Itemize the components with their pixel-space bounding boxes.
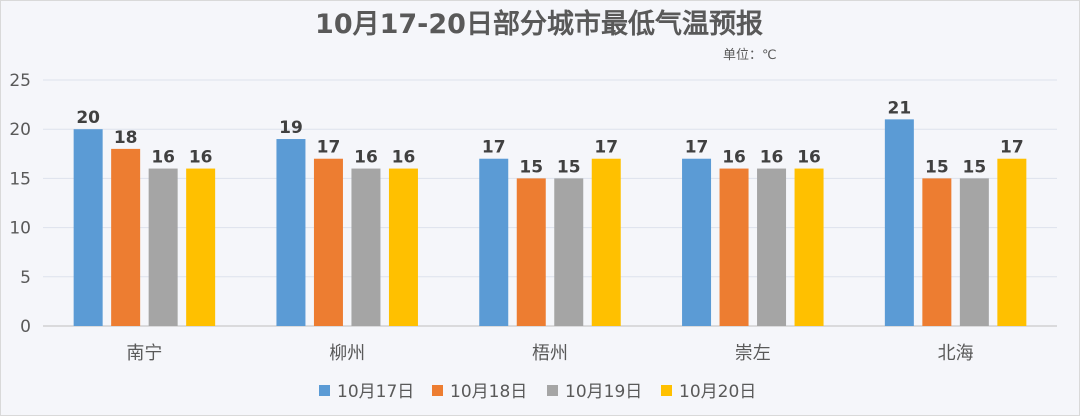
category-label: 柳州 [329,343,365,364]
data-label: 17 [594,138,618,158]
data-label: 20 [76,108,100,128]
unit-note: 单位：℃ [723,48,777,63]
legend-label: 10月19日 [565,382,642,402]
data-label: 16 [392,148,416,168]
data-labels: 20 18 16 16 19 17 16 16 17 15 15 17 17 16 16 16 21 15 15 17 [76,98,1023,177]
bar [997,158,1027,326]
bar [351,168,381,326]
bar [959,178,989,326]
data-label: 17 [685,138,709,158]
data-label: 16 [722,148,746,168]
data-label: 21 [888,98,912,118]
category-label: 崇左 [735,343,771,364]
data-label: 16 [354,148,378,168]
data-label: 16 [151,148,175,168]
bar [73,129,103,326]
bar [313,158,343,326]
bar [479,158,509,326]
data-label: 16 [189,148,213,168]
category-label: 梧州 [532,343,568,364]
bar [148,168,178,326]
bar [111,148,141,326]
bar [884,119,914,326]
data-label: 17 [1000,138,1024,158]
y-tick-label: 10 [9,219,31,239]
bar [516,178,546,326]
bar [794,168,824,326]
data-label: 18 [114,128,138,148]
y-tick-label: 5 [20,268,31,288]
data-label: 16 [797,148,821,168]
data-label: 17 [317,138,341,158]
data-label: 15 [925,157,949,177]
data-label: 19 [279,118,303,138]
data-label: 15 [963,157,987,177]
bar [554,178,584,326]
data-label: 15 [557,157,581,177]
category-label: 北海 [938,343,974,364]
y-tick-label: 20 [9,120,31,140]
y-tick-label: 0 [20,317,31,337]
bar [719,168,749,326]
y-axis-ticks: 0 5 10 15 20 25 [9,71,31,337]
bar [922,178,952,326]
bar [591,158,621,326]
legend-label: 10月18日 [450,382,527,402]
bar [388,168,418,326]
bar [186,168,216,326]
bar [682,158,712,326]
legend-swatch [432,385,443,396]
legend-label: 10月17日 [337,382,414,402]
y-tick-label: 15 [9,169,31,189]
category-label: 南宁 [126,343,162,364]
bar [276,139,306,326]
legend-swatch [319,385,330,396]
legend-swatch [661,385,672,396]
category-labels: 南宁 柳州 梧州 崇左 北海 [126,343,973,364]
data-label: 17 [482,138,506,158]
bar-series [73,119,1027,326]
legend: 10月17日 10月18日 10月19日 10月20日 [319,382,756,402]
legend-label: 10月20日 [679,382,756,402]
chart-title: 10月17-20日部分城市最低气温预报 [315,8,763,40]
data-label: 15 [519,157,543,177]
bar [757,168,787,326]
y-tick-label: 25 [9,71,31,91]
legend-swatch [547,385,558,396]
data-label: 16 [760,148,784,168]
